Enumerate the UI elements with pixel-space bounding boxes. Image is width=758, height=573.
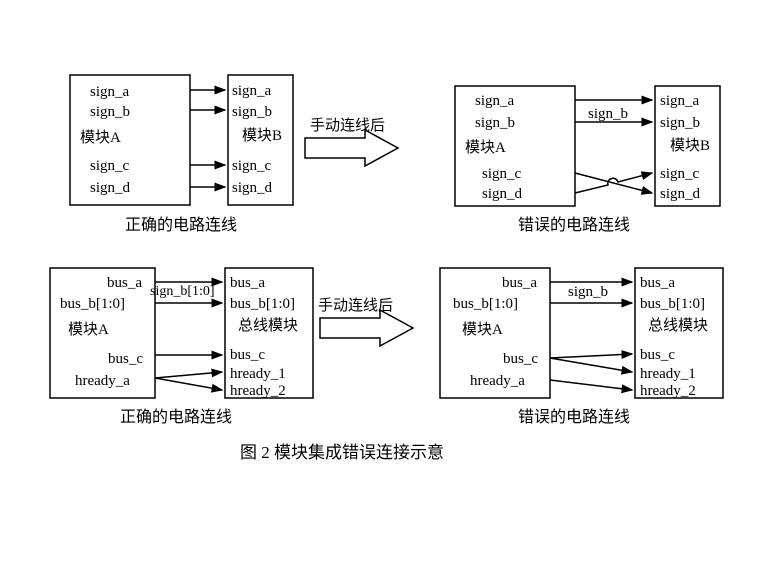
row2-big-arrow: 手动连线后 — [318, 297, 413, 346]
row1-left-moduleB-port2: sign_c — [232, 158, 272, 174]
row1-right-moduleB-port0: sign_a — [660, 93, 700, 109]
row2-right-moduleBus-port3: hready_1 — [640, 366, 696, 382]
row2-left-moduleBus-port3: hready_1 — [230, 366, 286, 382]
row1-right-moduleA-title: 模块A — [465, 139, 506, 156]
row1-big-arrow: 手动连线后 — [305, 117, 398, 166]
row1-right-moduleB-title: 模块B — [670, 137, 710, 154]
row1-right-moduleA-port3: sign_d — [482, 186, 523, 202]
row1-left-moduleA-port1: sign_b — [90, 104, 130, 120]
row1-left-moduleA-title: 模块A — [80, 129, 121, 146]
hollow-arrow-icon — [320, 310, 413, 346]
row1-left-moduleA-port0: sign_a — [90, 84, 130, 100]
row2-right-moduleA-port3: hready_a — [470, 373, 525, 389]
row2-left-moduleBus-port1: bus_b[1:0] — [230, 296, 295, 312]
row2-left-moduleBus-title: 总线模块 — [238, 317, 298, 334]
row2-right-caption: 错误的电路连线 — [518, 408, 630, 426]
row1-right-mid-label: sign_b — [588, 106, 628, 122]
row2-right-mid-label: sign_b — [568, 284, 608, 300]
arrow — [155, 378, 222, 390]
row1-right-moduleA-port1: sign_b — [475, 115, 515, 131]
row2-right-moduleBus-port1: bus_b[1:0] — [640, 296, 705, 312]
row1-left-group: sign_a sign_b 模块A sign_c sign_d sign_a s… — [70, 75, 293, 234]
row1-left-moduleB-title: 模块B — [242, 127, 282, 144]
row2-left-moduleA-port2: bus_c — [108, 351, 143, 367]
row2-right-moduleA-title: 模块A — [462, 321, 503, 338]
arrow — [155, 372, 222, 378]
row2-left-moduleBus-port4: hready_2 — [230, 383, 286, 399]
row2-right-moduleA-port1: bus_b[1:0] — [453, 296, 518, 312]
row2-left-moduleA-port3: hready_a — [75, 373, 130, 389]
row1-right-moduleA-port2: sign_c — [482, 166, 522, 182]
row1-left-moduleB-port3: sign_d — [232, 180, 273, 196]
arrow — [550, 380, 632, 390]
row2-left-group: bus_a bus_b[1:0] 模块A bus_c hready_a bus_… — [50, 268, 313, 426]
row1-right-moduleA-port0: sign_a — [475, 93, 515, 109]
row1-right-moduleB-port1: sign_b — [660, 115, 700, 131]
arrow — [550, 354, 632, 358]
row2-right-group: bus_a bus_b[1:0] 模块A bus_c hready_a bus_… — [440, 268, 723, 426]
row1-left-moduleA-port3: sign_d — [90, 180, 131, 196]
row2-left-moduleA-title: 模块A — [68, 321, 109, 338]
row2-left-moduleBus-port2: bus_c — [230, 347, 265, 363]
row1-left-moduleB-port0: sign_a — [232, 83, 272, 99]
row1-left-caption: 正确的电路连线 — [125, 216, 237, 234]
row1-left-moduleA-port2: sign_c — [90, 158, 130, 174]
row1-right-moduleB-port2: sign_c — [660, 166, 700, 182]
figure-caption: 图 2 模块集成错误连接示意 — [240, 443, 444, 462]
row2-left-moduleBus-port0: bus_a — [230, 275, 265, 291]
row2-right-moduleBus-port0: bus_a — [640, 275, 675, 291]
row2-right-moduleBus-port4: hready_2 — [640, 383, 696, 399]
row2-right-moduleBus-port2: bus_c — [640, 347, 675, 363]
arrow — [550, 358, 632, 372]
row2-left-moduleA-port1: bus_b[1:0] — [60, 296, 125, 312]
hollow-arrow-icon — [305, 130, 398, 166]
row1-right-moduleB-port3: sign_d — [660, 186, 701, 202]
row1-right-group: sign_a sign_b 模块A sign_c sign_d sign_a s… — [455, 86, 720, 234]
row2-left-mid-label: sign_b[1:0] — [150, 284, 215, 299]
row2-left-caption: 正确的电路连线 — [120, 408, 232, 426]
row2-right-moduleA-port2: bus_c — [503, 351, 538, 367]
figure-container: sign_a sign_b 模块A sign_c sign_d sign_a s… — [20, 20, 758, 520]
diagram-svg: sign_a sign_b 模块A sign_c sign_d sign_a s… — [20, 20, 758, 520]
row2-right-moduleBus-title: 总线模块 — [648, 317, 708, 334]
row1-right-caption: 错误的电路连线 — [518, 216, 630, 234]
row2-right-moduleA-port0: bus_a — [502, 275, 537, 291]
row2-left-moduleA-port0: bus_a — [107, 275, 142, 291]
row1-arrow-label: 手动连线后 — [310, 117, 385, 134]
row1-left-moduleB-port1: sign_b — [232, 104, 272, 120]
